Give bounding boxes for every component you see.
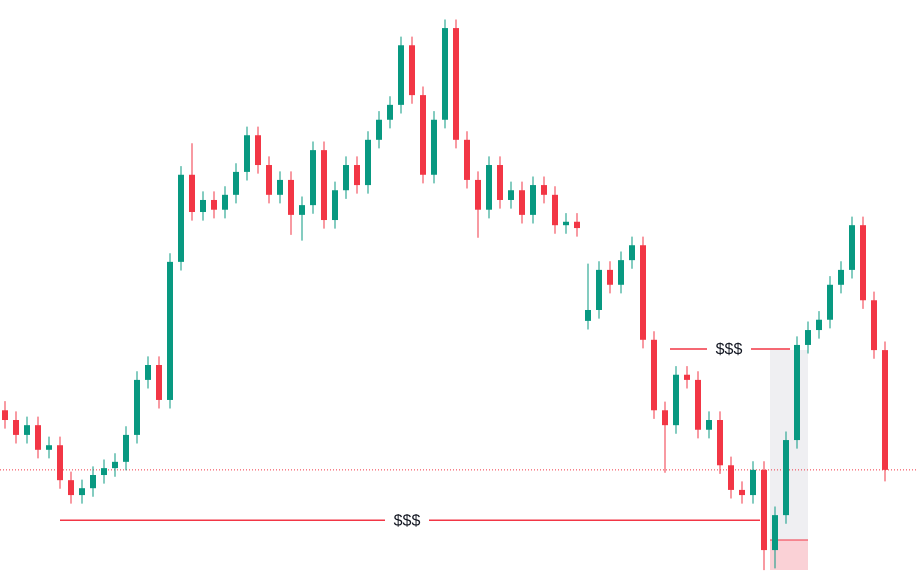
candle-body bbox=[145, 365, 151, 380]
label-background bbox=[707, 338, 751, 359]
label-background bbox=[385, 510, 429, 531]
candle-body bbox=[673, 374, 679, 426]
candle-body bbox=[299, 205, 305, 215]
candle-body bbox=[541, 185, 547, 195]
candle-body bbox=[46, 445, 52, 450]
candle-body bbox=[519, 190, 525, 215]
candle-body bbox=[662, 410, 668, 426]
candle-body bbox=[596, 269, 602, 310]
candle-body bbox=[640, 245, 646, 340]
candle-body bbox=[134, 379, 140, 435]
candle-body bbox=[13, 420, 19, 435]
candle-body bbox=[475, 179, 481, 210]
candle-body bbox=[827, 284, 833, 320]
candle-body bbox=[772, 515, 778, 551]
candle-body bbox=[849, 225, 855, 270]
candle-body bbox=[365, 139, 371, 186]
candle-body bbox=[68, 480, 74, 496]
candle-body bbox=[563, 221, 569, 226]
candle-body bbox=[783, 440, 789, 516]
candle-body bbox=[607, 269, 613, 285]
candle-body bbox=[794, 344, 800, 441]
candle-body bbox=[266, 165, 272, 195]
candle-body bbox=[585, 309, 591, 321]
candle-body bbox=[200, 199, 206, 213]
candle-body bbox=[695, 379, 701, 430]
candle-body bbox=[277, 179, 283, 195]
candle-body bbox=[838, 269, 844, 285]
candle-body bbox=[431, 119, 437, 175]
candle-body bbox=[750, 469, 756, 496]
candle-body bbox=[332, 190, 338, 221]
candle-body bbox=[442, 28, 448, 120]
candle-body bbox=[321, 150, 327, 221]
candle-body bbox=[2, 410, 8, 421]
candle-body bbox=[453, 28, 459, 140]
candle-body bbox=[387, 104, 393, 120]
liquidity-label: $$$ bbox=[716, 341, 743, 358]
candle-body bbox=[222, 194, 228, 210]
candle-body bbox=[497, 165, 503, 200]
candle-body bbox=[123, 434, 129, 462]
candle-body bbox=[211, 199, 217, 210]
candle-body bbox=[178, 174, 184, 262]
candle-body bbox=[35, 425, 41, 450]
candle-body bbox=[255, 135, 261, 166]
candle-body bbox=[706, 420, 712, 430]
candle-body bbox=[112, 461, 118, 469]
candle-body bbox=[552, 194, 558, 226]
candle-body bbox=[310, 150, 316, 206]
candle-body bbox=[189, 174, 195, 213]
candle-body bbox=[420, 95, 426, 175]
candle-body bbox=[57, 445, 63, 481]
candle-body bbox=[288, 179, 294, 215]
candle-body bbox=[79, 488, 85, 496]
candle-body bbox=[508, 190, 514, 200]
candle-body bbox=[761, 469, 767, 551]
candle-body bbox=[398, 45, 404, 105]
candle-body bbox=[805, 330, 811, 345]
candle-body bbox=[739, 489, 745, 496]
candle-body bbox=[376, 119, 382, 140]
candle-body bbox=[728, 465, 734, 490]
candle-body bbox=[233, 171, 239, 195]
candle-body bbox=[717, 420, 723, 466]
candle-body bbox=[167, 261, 173, 400]
candle-body bbox=[684, 374, 690, 380]
candle-body bbox=[816, 319, 822, 331]
candle-body bbox=[464, 139, 470, 180]
candle-body bbox=[156, 365, 162, 400]
candle-body bbox=[24, 425, 30, 435]
candle-body bbox=[343, 165, 349, 191]
candle-body bbox=[354, 165, 360, 186]
candle-body bbox=[101, 468, 107, 476]
candle-body bbox=[409, 45, 415, 96]
candle-body bbox=[574, 221, 580, 229]
candle-body bbox=[244, 135, 250, 172]
candle-body bbox=[486, 165, 492, 210]
candle-body bbox=[871, 300, 877, 351]
candle-body bbox=[860, 225, 866, 301]
liquidity-label: $$$ bbox=[394, 513, 421, 530]
candle-body bbox=[882, 350, 888, 470]
candle-body bbox=[629, 245, 635, 261]
candle-body bbox=[530, 185, 536, 215]
candle-body bbox=[90, 475, 96, 489]
candle-body bbox=[651, 339, 657, 411]
candle-body bbox=[618, 260, 624, 285]
